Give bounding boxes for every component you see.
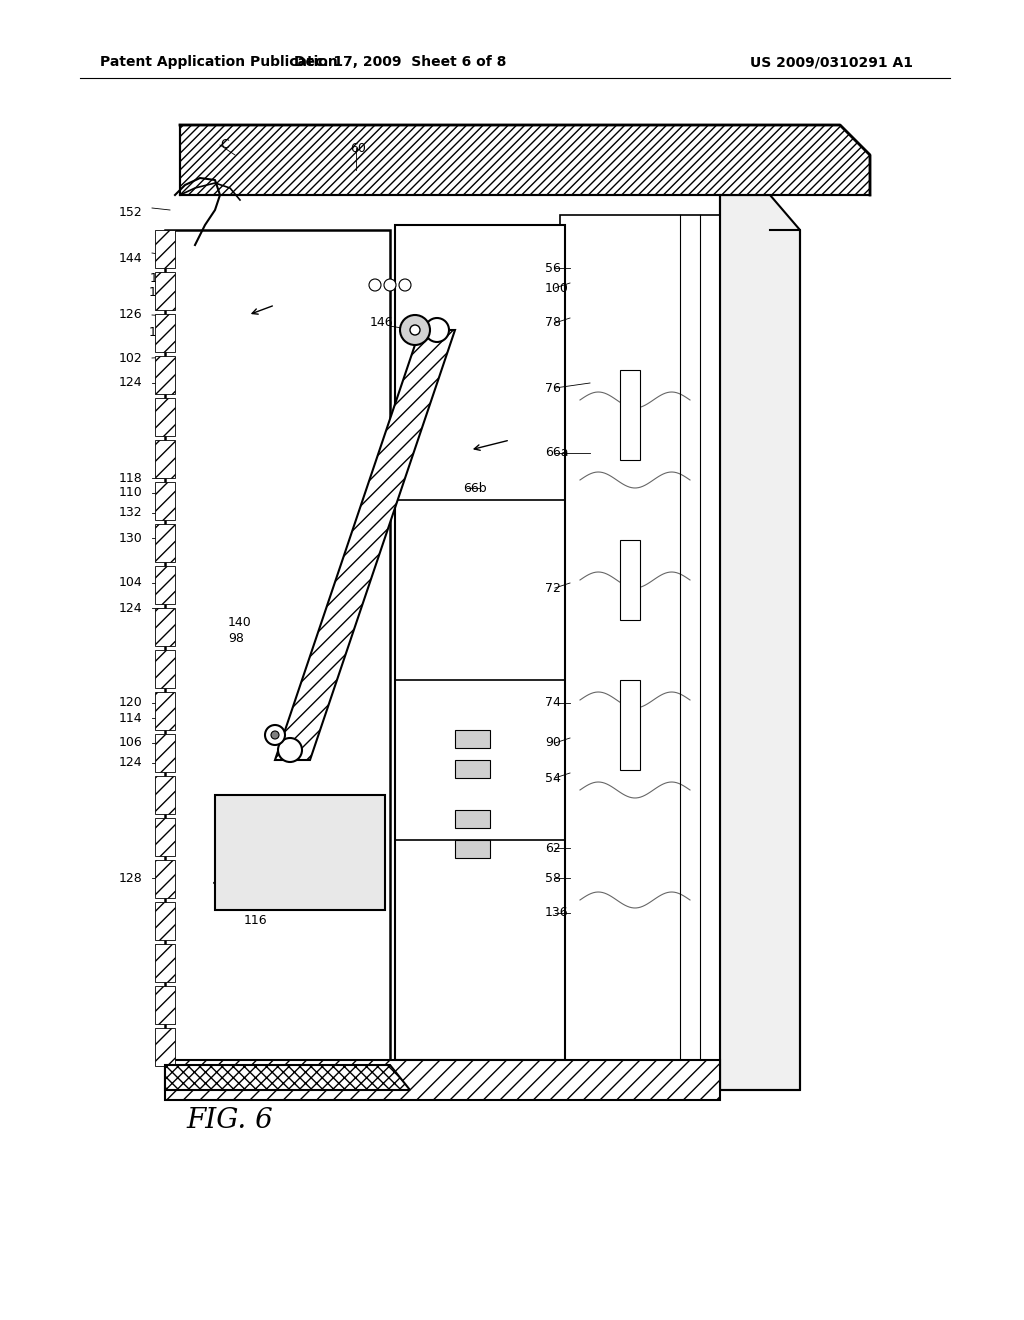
Text: Dec. 17, 2009  Sheet 6 of 8: Dec. 17, 2009 Sheet 6 of 8	[294, 55, 506, 69]
Text: 90: 90	[545, 737, 561, 750]
Circle shape	[410, 325, 420, 335]
Text: 130: 130	[118, 532, 142, 544]
Text: 124: 124	[119, 602, 142, 615]
Polygon shape	[155, 230, 175, 268]
Text: 132: 132	[119, 507, 142, 520]
Polygon shape	[455, 760, 490, 777]
Polygon shape	[155, 314, 175, 352]
Text: 104: 104	[118, 577, 142, 590]
Text: 102: 102	[118, 351, 142, 364]
Polygon shape	[155, 692, 175, 730]
Polygon shape	[155, 399, 175, 436]
Text: 62: 62	[545, 842, 561, 854]
Text: 136: 136	[545, 907, 568, 920]
Circle shape	[425, 318, 449, 342]
Text: 74: 74	[545, 697, 561, 710]
Polygon shape	[155, 609, 175, 645]
Text: 116: 116	[243, 913, 267, 927]
Polygon shape	[455, 840, 490, 858]
Text: 56: 56	[545, 261, 561, 275]
Text: 98: 98	[228, 631, 244, 644]
Text: 124: 124	[119, 756, 142, 770]
Text: 126: 126	[119, 309, 142, 322]
Text: 118: 118	[118, 471, 142, 484]
Text: 128: 128	[118, 871, 142, 884]
Polygon shape	[155, 734, 175, 772]
Polygon shape	[620, 540, 640, 620]
Circle shape	[265, 725, 285, 744]
Text: 152: 152	[118, 206, 142, 219]
Polygon shape	[155, 272, 175, 310]
Polygon shape	[155, 902, 175, 940]
Text: C: C	[220, 139, 228, 152]
Text: 58: 58	[545, 871, 561, 884]
Polygon shape	[275, 330, 455, 760]
Polygon shape	[215, 795, 385, 909]
Polygon shape	[155, 356, 175, 393]
Polygon shape	[155, 440, 175, 478]
Polygon shape	[455, 730, 490, 748]
Circle shape	[384, 279, 396, 290]
Polygon shape	[155, 1028, 175, 1067]
Text: 140: 140	[228, 616, 252, 630]
Text: 108: 108	[150, 286, 173, 300]
Text: 100: 100	[545, 281, 569, 294]
Circle shape	[369, 279, 381, 290]
Circle shape	[400, 315, 430, 345]
Text: 124: 124	[119, 376, 142, 389]
Text: 110: 110	[118, 487, 142, 499]
Text: 72: 72	[545, 582, 561, 594]
Polygon shape	[155, 566, 175, 605]
Polygon shape	[155, 944, 175, 982]
Polygon shape	[155, 524, 175, 562]
Text: 106: 106	[118, 737, 142, 750]
Text: 144: 144	[119, 252, 142, 264]
Polygon shape	[455, 810, 490, 828]
Text: 78: 78	[545, 317, 561, 330]
Text: 66a: 66a	[545, 446, 568, 459]
Text: 148: 148	[150, 272, 173, 285]
Text: 120: 120	[118, 697, 142, 710]
Polygon shape	[155, 986, 175, 1024]
Polygon shape	[395, 224, 565, 1060]
Polygon shape	[155, 482, 175, 520]
Text: 76: 76	[545, 381, 561, 395]
Polygon shape	[180, 125, 870, 195]
Polygon shape	[165, 230, 390, 1071]
Polygon shape	[155, 861, 175, 898]
Text: 54: 54	[545, 771, 561, 784]
Polygon shape	[720, 195, 800, 1090]
Circle shape	[278, 738, 302, 762]
Text: 150: 150	[150, 326, 173, 339]
Text: Patent Application Publication: Patent Application Publication	[100, 55, 338, 69]
Polygon shape	[165, 1065, 410, 1090]
Polygon shape	[395, 224, 565, 1060]
Text: US 2009/0310291 A1: US 2009/0310291 A1	[750, 55, 913, 69]
Text: 60: 60	[350, 141, 366, 154]
Text: 146: 146	[370, 317, 393, 330]
Polygon shape	[165, 1060, 720, 1100]
Polygon shape	[155, 649, 175, 688]
Polygon shape	[620, 370, 640, 459]
Text: 114: 114	[119, 711, 142, 725]
Polygon shape	[620, 680, 640, 770]
Circle shape	[271, 731, 279, 739]
Text: FIG. 6: FIG. 6	[186, 1106, 273, 1134]
Text: 66b: 66b	[463, 482, 486, 495]
Polygon shape	[560, 215, 720, 1060]
Polygon shape	[155, 818, 175, 855]
Circle shape	[399, 279, 411, 290]
Polygon shape	[155, 776, 175, 814]
